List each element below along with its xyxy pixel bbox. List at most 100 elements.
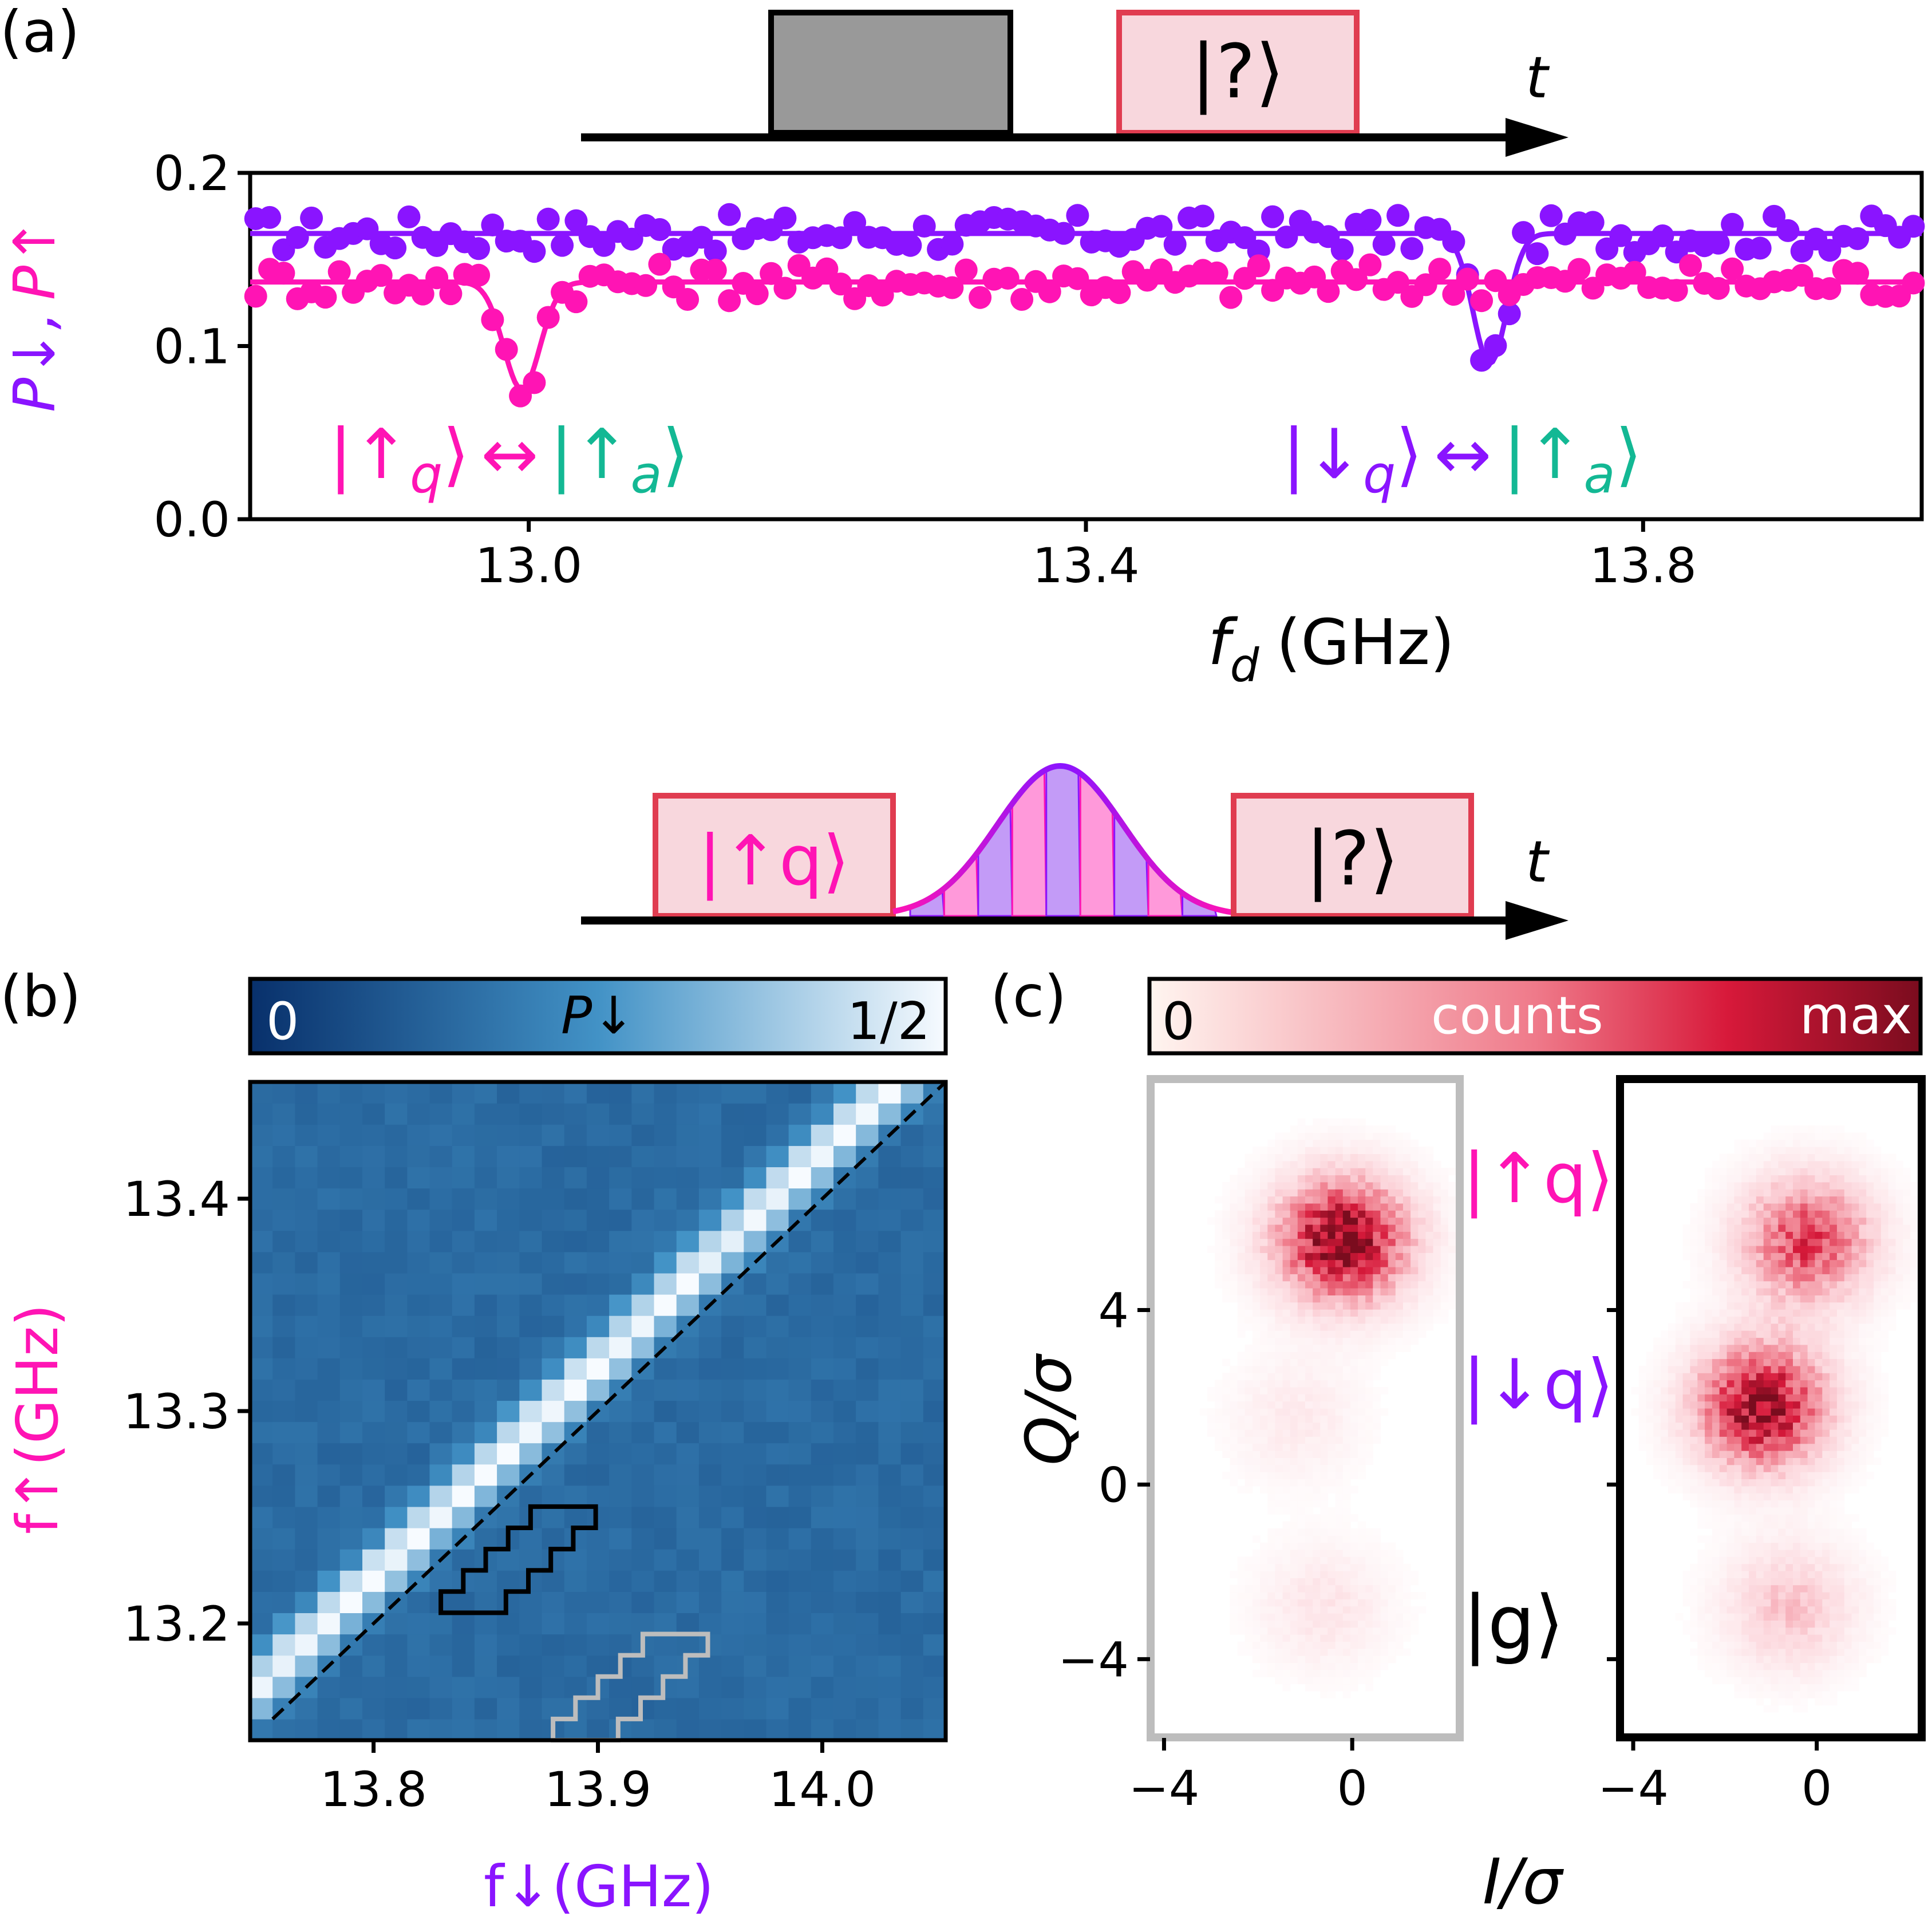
histogram-cell: [1342, 1175, 1351, 1183]
heatmap-cell: [721, 1400, 744, 1423]
histogram-cell: [1320, 1514, 1329, 1522]
heatmap-cell: [519, 1188, 543, 1210]
heatmap-cell: [452, 1251, 475, 1274]
histogram-cell: [1756, 1380, 1764, 1388]
histogram-cell: [1785, 1684, 1793, 1692]
heatmap-cell: [766, 1294, 789, 1316]
heatmap-cell: [542, 1167, 565, 1189]
histogram-cell: [1282, 1585, 1291, 1593]
histogram-cell: [1815, 1514, 1823, 1522]
histogram-cell: [1342, 1556, 1351, 1564]
histogram-cell: [1815, 1422, 1823, 1430]
histogram-cell: [1380, 1160, 1389, 1168]
heatmap-cell: [362, 1358, 385, 1380]
histogram-cell: [1675, 1387, 1684, 1394]
panel-a-xlabel: fd (GHz): [1208, 606, 1455, 692]
histogram-cell: [1675, 1373, 1684, 1381]
histogram-cell: [1763, 1408, 1772, 1416]
histogram-cell: [1358, 1429, 1366, 1437]
histogram-cell: [1712, 1352, 1720, 1360]
histogram-cell: [1719, 1401, 1728, 1409]
data-point: [634, 274, 658, 297]
heatmap-cell: [272, 1613, 295, 1635]
histogram-cell: [1358, 1443, 1366, 1451]
histogram-cell: [1252, 1606, 1261, 1614]
histogram-cell: [1690, 1274, 1698, 1282]
histogram-cell: [1778, 1422, 1786, 1430]
histogram-cell: [1327, 1627, 1336, 1635]
histogram-cell: [1734, 1472, 1742, 1479]
histogram-cell: [1275, 1677, 1283, 1685]
histogram-cell: [1712, 1210, 1720, 1218]
histogram-cell: [1712, 1528, 1720, 1536]
histogram-cell: [1749, 1514, 1757, 1522]
histogram-cell: [1800, 1443, 1808, 1451]
histogram-cell: [1734, 1309, 1742, 1317]
histogram-cell: [1822, 1535, 1830, 1543]
heatmap-cell: [698, 1273, 722, 1295]
histogram-cell: [1313, 1182, 1321, 1190]
histogram-cell: [1697, 1563, 1705, 1571]
histogram-cell: [1252, 1556, 1261, 1564]
heatmap-cell: [586, 1443, 610, 1465]
heatmap-cell: [631, 1315, 655, 1337]
histogram-cell: [1793, 1550, 1801, 1557]
heatmap-cell: [900, 1528, 924, 1550]
histogram-cell: [1785, 1648, 1793, 1656]
heatmap-cell: [452, 1443, 475, 1465]
heatmap-cell: [631, 1188, 655, 1210]
histogram-cell: [1440, 1259, 1449, 1267]
histogram-cell: [1395, 1274, 1404, 1282]
heatmap-cell: [295, 1591, 318, 1613]
histogram-cell: [1719, 1316, 1728, 1324]
histogram-cell: [1771, 1160, 1779, 1168]
histogram-cell: [1807, 1514, 1815, 1522]
data-point: [1358, 208, 1382, 232]
histogram-cell: [1793, 1147, 1801, 1154]
histogram-cell: [1342, 1648, 1351, 1656]
histogram-cell: [1638, 1422, 1647, 1430]
heatmap-cell: [833, 1570, 856, 1592]
histogram-cell: [1282, 1451, 1291, 1458]
heatmap-cell: [856, 1421, 879, 1444]
histogram-cell: [1320, 1281, 1329, 1289]
histogram-cell: [1815, 1196, 1823, 1204]
histogram-cell: [1830, 1238, 1838, 1246]
histogram-cell: [1260, 1330, 1268, 1338]
heatmap-cell: [407, 1188, 430, 1210]
histogram-cell: [1252, 1387, 1261, 1394]
x-tick-label: 13.8: [1590, 538, 1697, 594]
histogram-cell: [1335, 1669, 1344, 1677]
heatmap-cell: [811, 1655, 834, 1677]
heatmap-cell: [542, 1188, 565, 1210]
heatmap-cell: [766, 1613, 789, 1635]
histogram-cell: [1763, 1620, 1772, 1628]
histogram-cell: [1734, 1316, 1742, 1324]
histogram-cell: [1749, 1422, 1757, 1430]
heatmap-cell: [272, 1251, 295, 1274]
histogram-cell: [1320, 1358, 1329, 1366]
histogram-cell: [1350, 1606, 1358, 1614]
histogram-cell: [1726, 1578, 1735, 1586]
histogram-cell: [1668, 1436, 1676, 1444]
heatmap-cell: [452, 1655, 475, 1677]
heatmap-cell: [362, 1103, 385, 1125]
histogram-cell: [1267, 1669, 1276, 1677]
heatmap-cell: [676, 1718, 700, 1741]
histogram-cell: [1785, 1168, 1793, 1176]
histogram-cell: [1290, 1627, 1298, 1635]
histogram-cell: [1844, 1422, 1852, 1430]
heatmap-cell: [362, 1697, 385, 1720]
histogram-cell: [1365, 1401, 1373, 1409]
histogram-cell: [1749, 1535, 1757, 1543]
histogram-cell: [1380, 1641, 1389, 1649]
histogram-cell: [1275, 1352, 1283, 1360]
histogram-cell: [1668, 1344, 1676, 1352]
histogram-cell: [1800, 1556, 1808, 1564]
histogram-cell: [1350, 1620, 1358, 1628]
histogram-cell: [1433, 1160, 1441, 1168]
histogram-cell: [1282, 1528, 1291, 1536]
histogram-cell: [1668, 1352, 1676, 1360]
histogram-cell: [1260, 1323, 1268, 1331]
histogram-cell: [1705, 1648, 1713, 1656]
